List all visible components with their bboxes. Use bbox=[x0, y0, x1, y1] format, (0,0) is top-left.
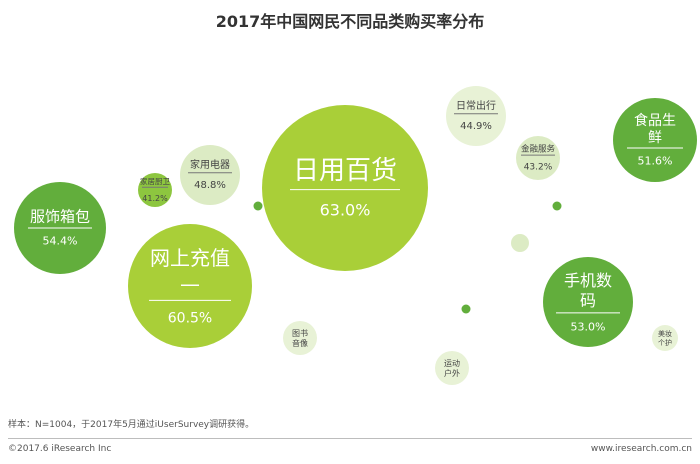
bubble-circle bbox=[138, 173, 172, 207]
category-bubble: 服饰箱包 54.4% bbox=[14, 182, 106, 274]
bubble-circle bbox=[283, 321, 317, 355]
value-label: 51.6% bbox=[638, 154, 673, 167]
chart-title: 2017年中国网民不同品类购买率分布 bbox=[215, 12, 485, 31]
category-bubble: 家用电器 48.8% bbox=[180, 145, 240, 205]
bubble-circle bbox=[262, 105, 428, 271]
value-label: 41.2% bbox=[142, 194, 168, 203]
bubble-circle bbox=[543, 257, 633, 347]
category-label: 日常出行 bbox=[456, 99, 496, 112]
bubble-circle bbox=[128, 224, 252, 348]
category-label: 家居厨卫 bbox=[140, 176, 170, 186]
category-label: 码 bbox=[580, 291, 596, 310]
category-bubble: 家居厨卫 41.2% bbox=[138, 173, 172, 207]
decorative-dot bbox=[253, 201, 263, 211]
value-label: 63.0% bbox=[320, 200, 371, 219]
category-label: 日用百货 bbox=[293, 156, 397, 186]
value-label: 48.8% bbox=[194, 180, 226, 191]
sample-note: 样本：N=1004，于2017年5月通过iUserSurvey调研获得。 bbox=[8, 420, 255, 430]
value-label: 43.2% bbox=[524, 163, 553, 173]
category-label: 网上充值 bbox=[150, 246, 230, 270]
value-label: 44.9% bbox=[460, 121, 492, 132]
category-label: 个护 bbox=[658, 338, 672, 347]
footer-divider bbox=[8, 438, 692, 439]
category-label: 户外 bbox=[444, 368, 460, 378]
website-text: www.iresearch.com.cn bbox=[590, 444, 692, 454]
category-label: — bbox=[180, 272, 200, 296]
category-bubble: 日用百货 63.0% bbox=[262, 105, 428, 271]
category-label: 运动 bbox=[444, 358, 460, 368]
category-label: 家用电器 bbox=[190, 158, 230, 171]
category-label: 金融服务 bbox=[521, 143, 556, 154]
bubble-circle bbox=[613, 98, 697, 182]
category-label: 美妆 bbox=[658, 329, 672, 338]
category-label: 图书 bbox=[292, 328, 308, 338]
category-bubble: 网上充值— 60.5% bbox=[128, 224, 252, 348]
category-bubble: 日常出行 44.9% bbox=[446, 86, 506, 146]
decorative-dot bbox=[511, 234, 529, 252]
bubble-circle bbox=[446, 86, 506, 146]
category-label: 食品生 bbox=[634, 112, 676, 129]
bubble-circle bbox=[652, 325, 678, 351]
category-bubble: 金融服务 43.2% bbox=[516, 136, 560, 180]
bubble-circle bbox=[516, 136, 560, 180]
bubble-circle bbox=[180, 145, 240, 205]
bubble-circle bbox=[435, 351, 469, 385]
copyright-text: ©2017.6 iResearch Inc bbox=[8, 444, 112, 454]
category-label: 音像 bbox=[292, 338, 308, 348]
category-label: 服饰箱包 bbox=[30, 208, 90, 226]
value-label: 60.5% bbox=[168, 311, 212, 327]
value-label: 53.0% bbox=[571, 320, 606, 333]
category-label: 手机数 bbox=[564, 271, 612, 290]
category-label: 鲜 bbox=[648, 130, 662, 146]
decorative-dot bbox=[461, 304, 471, 314]
decorative-dot bbox=[552, 201, 562, 211]
value-label: 54.4% bbox=[43, 235, 78, 248]
